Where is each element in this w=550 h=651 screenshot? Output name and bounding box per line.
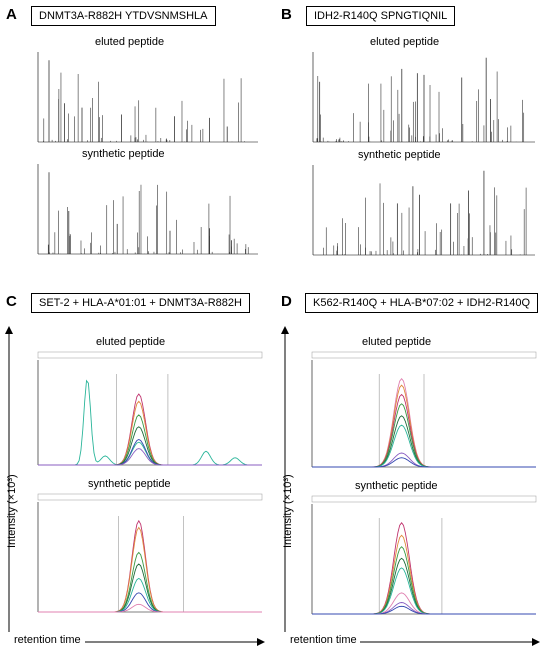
- panel-a-synthetic-label: synthetic peptide: [82, 148, 165, 160]
- panel-c-x-arrow: [85, 638, 265, 646]
- chromatogram-trace: [312, 534, 536, 615]
- panel-b-synthetic-spectrum: [312, 165, 535, 256]
- panel-c-eluted-chromatogram: [37, 351, 263, 466]
- panel-letter-c: C: [6, 293, 17, 310]
- panel-a-eluted-label: eluted peptide: [95, 36, 165, 48]
- panel-a-title: DNMT3A-R882H YTDVSNMSHLA: [31, 6, 216, 26]
- panel-a-eluted-spectrum: [37, 52, 258, 143]
- legend-strip: [311, 495, 537, 503]
- panel-c-synthetic-chromatogram: [37, 493, 263, 613]
- chromatogram-trace: [312, 557, 536, 615]
- chromatogram-trace: [312, 522, 536, 615]
- panel-d-synthetic-label: synthetic peptide: [355, 480, 438, 492]
- panel-b-eluted-label: eluted peptide: [370, 36, 440, 48]
- panel-b-title: IDH2-R140Q SPNGTIQNIL: [306, 6, 456, 26]
- chromatogram-trace: [312, 567, 536, 615]
- chromatogram-trace: [38, 448, 262, 466]
- panel-c-retention-label: retention time: [14, 634, 81, 646]
- panel-c-y-arrow: [5, 326, 13, 632]
- panel-d-retention-label: retention time: [290, 634, 357, 646]
- panel-d-y-arrow: [281, 326, 289, 632]
- panel-d-eluted-chromatogram: [311, 351, 537, 468]
- chromatogram-trace: [312, 592, 536, 615]
- legend-strip: [37, 351, 263, 359]
- panel-letter-a: A: [6, 6, 17, 23]
- panel-a-synthetic-spectrum: [37, 164, 258, 255]
- panel-c-title: SET-2 + HLA-A*01:01 + DNMT3A-R882H: [31, 293, 250, 313]
- panel-c-synthetic-label: synthetic peptide: [88, 478, 171, 490]
- panel-letter-d: D: [281, 293, 292, 310]
- panel-b-synthetic-label: synthetic peptide: [358, 149, 441, 161]
- chromatogram-trace: [312, 457, 536, 468]
- chromatogram-trace: [312, 546, 536, 615]
- panel-d-x-arrow: [360, 638, 540, 646]
- panel-d-title: K562-R140Q + HLA-B*07:02 + IDH2-R140Q: [305, 293, 539, 313]
- panel-c-eluted-label: eluted peptide: [96, 336, 166, 348]
- chromatogram-trace: [38, 414, 262, 466]
- panel-b-eluted-spectrum: [312, 52, 535, 143]
- legend-strip: [311, 351, 537, 359]
- panel-d-synthetic-chromatogram: [311, 495, 537, 615]
- legend-strip: [37, 493, 263, 501]
- chromatogram-trace: [38, 603, 262, 613]
- chromatogram-trace: [312, 605, 536, 615]
- panel-d-eluted-label: eluted peptide: [362, 336, 432, 348]
- panel-letter-b: B: [281, 6, 292, 23]
